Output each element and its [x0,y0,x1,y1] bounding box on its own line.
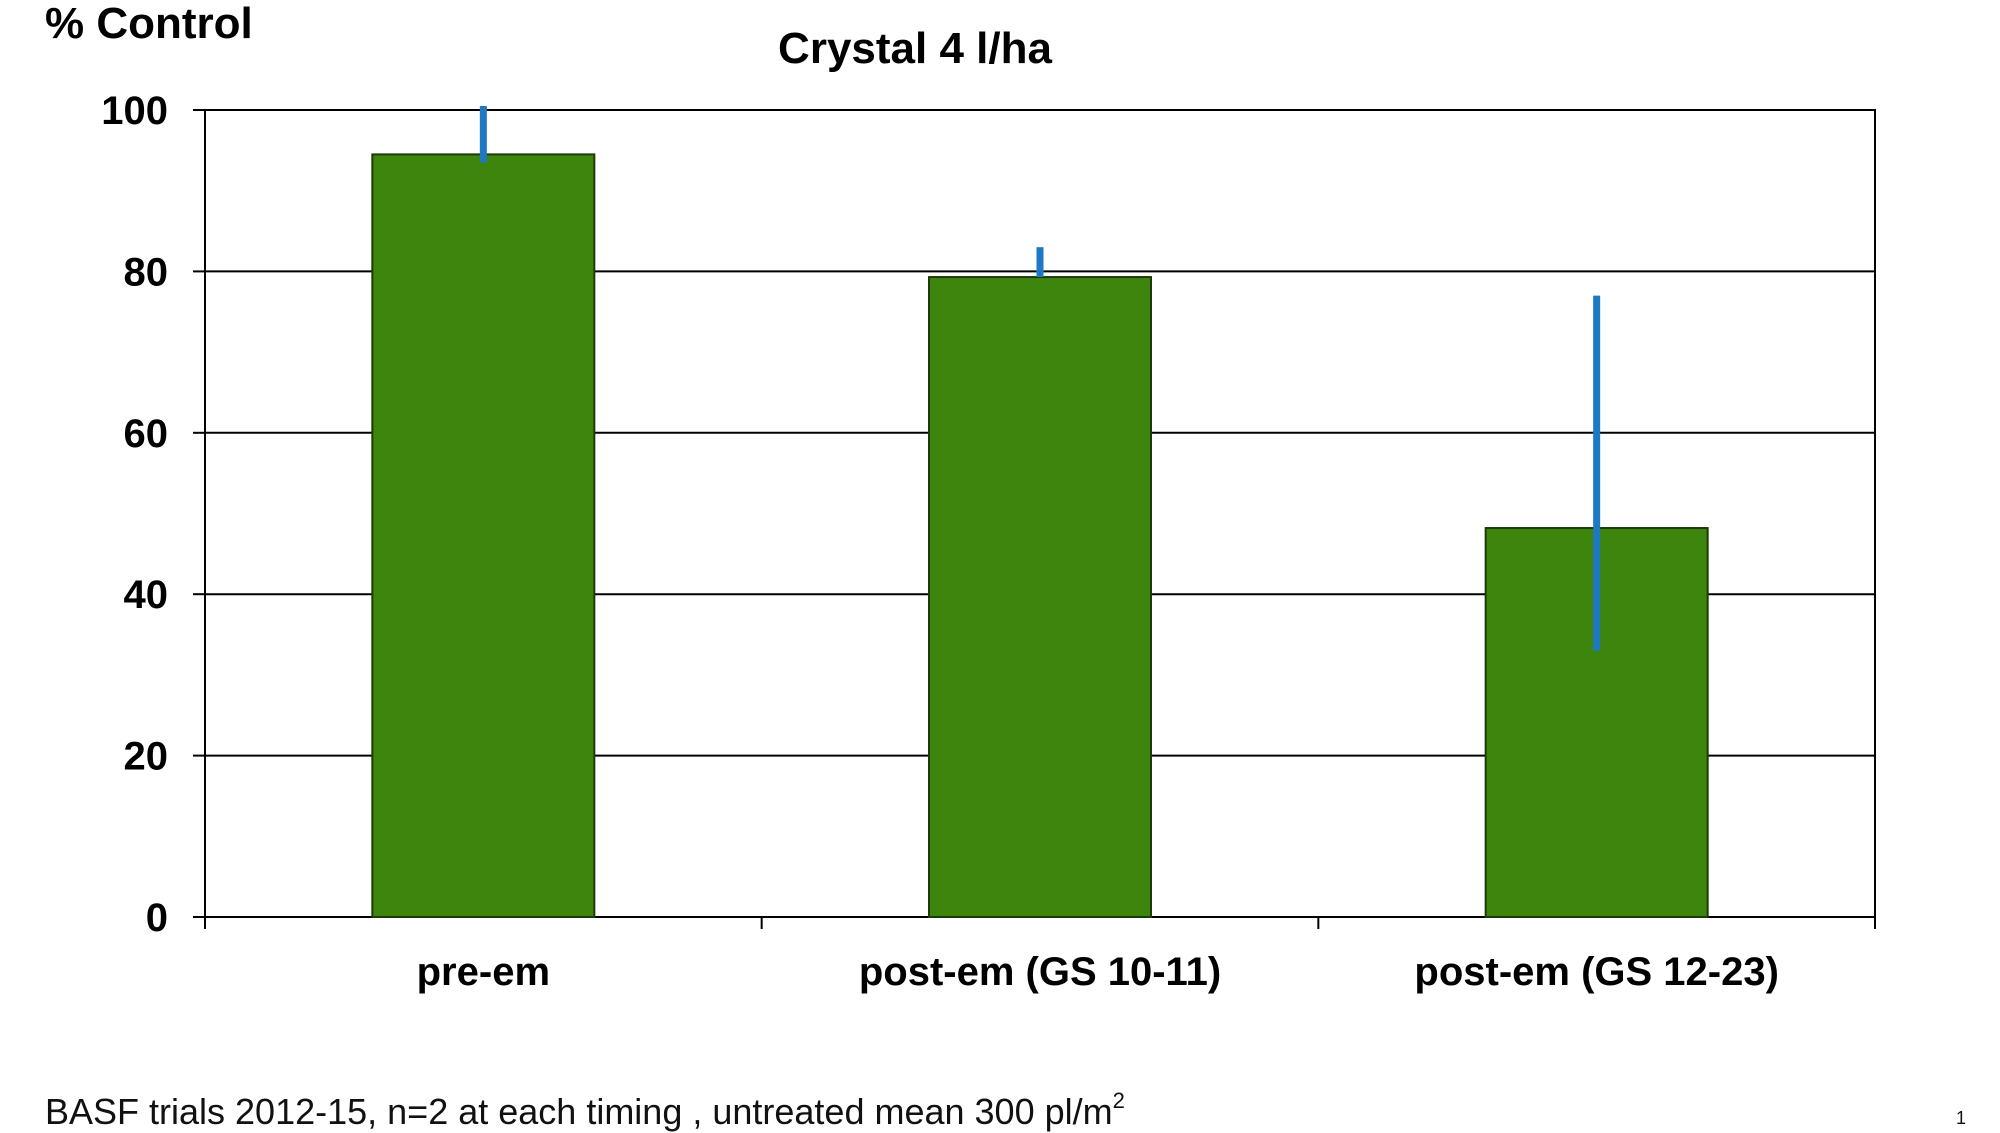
x-tick-label: post-em (GS 12-23) [1414,950,1779,994]
y-tick-label: 40 [124,573,169,617]
y-tick-label: 80 [124,250,169,294]
bars [371,153,1709,918]
footnote-text: BASF trials 2012-15, n=2 at each timing … [45,1091,1113,1132]
bar [928,276,1152,918]
y-tick-label: 100 [101,89,168,133]
y-axis: 0 20 40 60 80 100 [101,89,205,940]
x-tick-label: post-em (GS 10-11) [859,950,1221,994]
bar [371,153,596,918]
error-bars [479,105,1601,651]
footnote: BASF trials 2012-15, n=2 at each timing … [45,1088,1125,1133]
footnote-superscript: 2 [1112,1088,1125,1113]
x-tick-label: pre-em [417,950,550,994]
y-tick-label: 0 [146,896,168,940]
slide-number: 1 [1956,1108,1967,1128]
y-tick-label: 20 [124,735,169,779]
y-axis-title: % Control [45,0,253,48]
y-tick-label: 60 [124,412,169,456]
x-axis: pre-em post-em (GS 10-11) post-em (GS 12-2… [204,917,1876,994]
plot-area: 0 20 40 60 80 100 pre-em post-em (GS 10-11) pos… [101,89,1876,994]
chart-title: Crystal 4 l/ha [778,24,1052,73]
